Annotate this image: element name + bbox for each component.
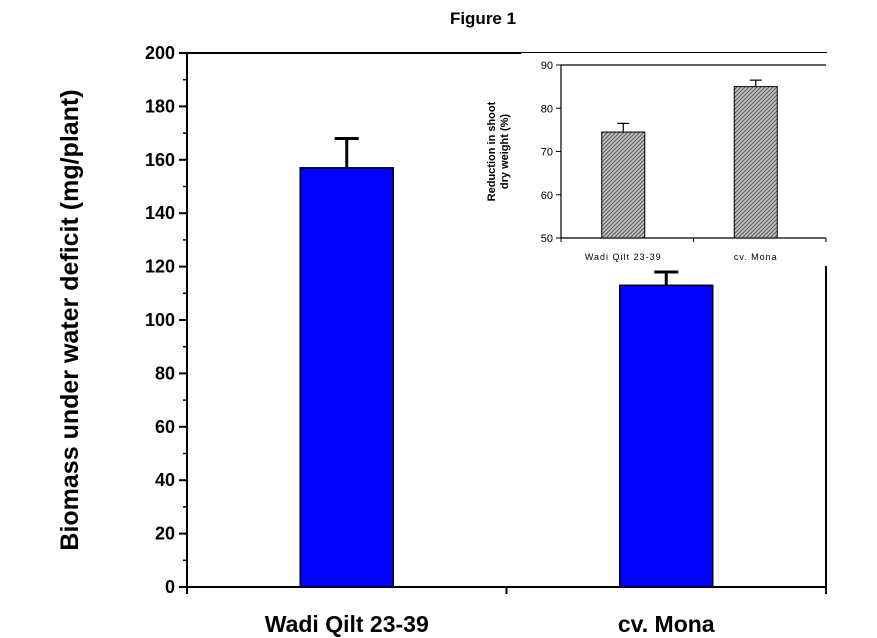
inset-bar — [601, 131, 646, 239]
inset-bar — [733, 86, 778, 239]
inset-y-tick-label: 80 — [541, 103, 553, 115]
main-bar — [619, 284, 714, 588]
main-x-category-label: cv. Mona — [618, 611, 715, 637]
main-y-tick-label: 120 — [145, 257, 175, 277]
main-y-tick-label: 160 — [145, 150, 175, 170]
main-x-category-label: Wadi Qilt 23-39 — [265, 611, 429, 637]
main-y-tick-label: 20 — [155, 524, 175, 544]
inset-y-tick-label: 50 — [541, 233, 553, 245]
inset-x-category-label: Wadi Qilt 23-39 — [585, 252, 662, 262]
main-y-axis-label: Biomass under water deficit (mg/plant) — [56, 89, 84, 550]
main-y-tick-label: 60 — [155, 417, 175, 437]
main-bar — [299, 167, 394, 588]
main-y-tick-label: 80 — [155, 363, 175, 383]
inset-x-category-label: cv. Mona — [734, 252, 778, 262]
inset-y-tick-label: 60 — [541, 190, 553, 202]
inset-chart: 50 60 70 80 90 Reduction in shoot dry weight (… — [486, 53, 828, 266]
main-y-tick-label: 100 — [145, 310, 175, 330]
inset-y-axis-label-line: Reduction in shoot — [486, 101, 498, 201]
main-chart: 0 20 40 60 80 100 120 140 160 180 200 Biomass under… — [56, 43, 827, 637]
inset-background — [521, 53, 828, 266]
inset-y-tick-label: 70 — [541, 147, 553, 159]
figure-title: Figure 1 — [450, 9, 516, 28]
inset-y-tick-label: 90 — [541, 60, 553, 72]
main-y-tick-label: 200 — [145, 43, 175, 63]
main-y-tick-label: 40 — [155, 470, 175, 490]
inset-y-axis-label-line: dry weight (%) — [499, 114, 511, 190]
main-y-tick-label: 0 — [165, 577, 175, 597]
main-y-tick-label: 180 — [145, 96, 175, 116]
main-y-tick-label: 140 — [145, 203, 175, 223]
